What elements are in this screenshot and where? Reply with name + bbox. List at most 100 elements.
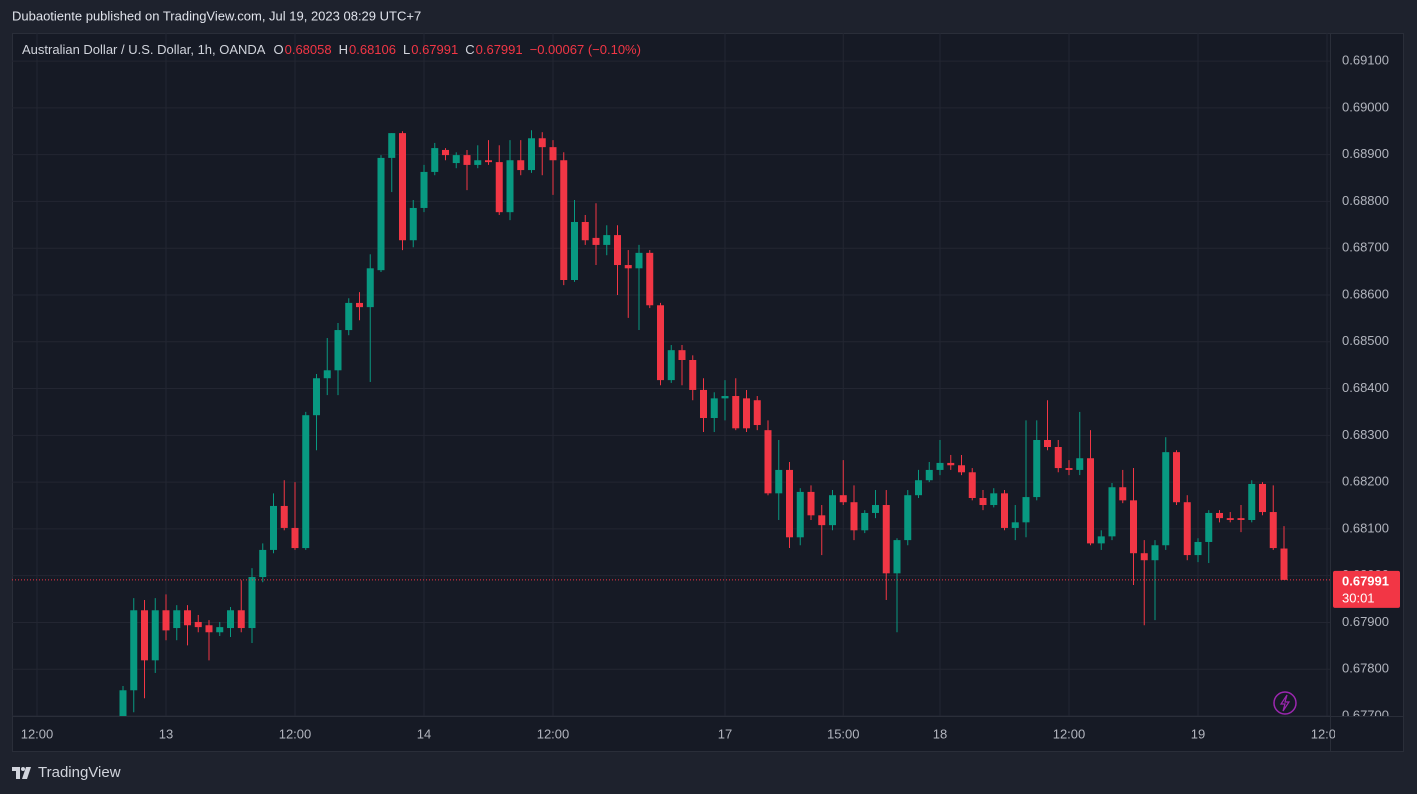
candle-body (925, 469, 933, 481)
x-tick-label: 13 (159, 726, 173, 741)
candle-body (1011, 522, 1019, 528)
candle-body (1280, 548, 1288, 580)
candle-body (689, 359, 697, 390)
legend-value: 0.68106 (349, 42, 396, 57)
y-tick-label: 0.68100 (1342, 520, 1389, 535)
candle-body (549, 147, 557, 161)
price-axis: 0.677000.678000.679000.680000.681000.682… (1342, 53, 1389, 716)
candle-body (732, 396, 740, 429)
legend-value: 0.68058 (285, 42, 332, 57)
candle-body (452, 155, 460, 164)
x-tick-label: 14 (417, 726, 431, 741)
candle-body (538, 138, 546, 148)
candle-body (603, 235, 611, 245)
candle-body (990, 493, 998, 506)
candle-body (141, 610, 148, 661)
candle-body (313, 378, 320, 416)
candle-body (356, 302, 363, 308)
candle-body (657, 305, 664, 381)
candle-body (270, 505, 277, 550)
x-tick-label: 17 (718, 726, 732, 741)
candle-body (528, 138, 535, 171)
candle-body (646, 252, 654, 306)
candle-body (1130, 500, 1137, 554)
candle-body (893, 540, 901, 574)
candle-body (786, 469, 793, 538)
alert-circle[interactable] (1273, 691, 1297, 715)
candle-body (979, 498, 987, 506)
alert-icon[interactable] (1273, 691, 1297, 715)
y-tick-label: 0.67800 (1342, 661, 1389, 676)
candle-body (485, 160, 492, 163)
candle-body (291, 527, 299, 549)
logo-v[interactable] (22, 767, 31, 779)
candle-body (861, 512, 869, 531)
candle-body (1140, 553, 1148, 561)
candle-body (442, 149, 449, 156)
candle-body (334, 330, 342, 371)
candle-body (796, 491, 804, 538)
candle-body (1216, 512, 1223, 519)
y-tick-label: 0.68800 (1342, 193, 1389, 208)
y-tick-label: 0.69100 (1342, 53, 1389, 68)
candle-body (280, 505, 288, 528)
candle-body (1097, 536, 1105, 544)
candle-body (1226, 518, 1234, 520)
candle-body (1108, 487, 1116, 537)
alert-bolt[interactable] (1279, 694, 1291, 712)
x-tick-label: 19 (1191, 726, 1205, 741)
legend-value: 0.67991 (411, 42, 458, 57)
y-tick-label: 0.68300 (1342, 427, 1389, 442)
candle-body (184, 610, 191, 626)
candle-body (1259, 483, 1266, 513)
x-tick-label: 12:00 (279, 726, 312, 741)
candle-body (968, 472, 976, 499)
candle-body (829, 495, 836, 526)
candle-body (463, 155, 471, 165)
candle-body (388, 133, 396, 158)
chart-legend: Australian Dollar / U.S. Dollar, 1h, OAN… (22, 42, 641, 57)
logo-t[interactable] (12, 767, 20, 779)
y-tick-label: 0.69000 (1342, 99, 1389, 114)
y-tick-label: 0.68700 (1342, 240, 1389, 255)
y-tick-label: 0.67900 (1342, 614, 1389, 629)
candle-body (377, 157, 385, 271)
candle-body (571, 221, 578, 281)
countdown-label: 30:01 (1342, 590, 1375, 605)
candle-body (807, 491, 815, 516)
candle-body (420, 171, 428, 208)
published-note: Dubaotiente published on TradingView.com… (12, 8, 421, 23)
candle-body (915, 480, 922, 496)
candle-body (850, 502, 858, 531)
candle-body (764, 430, 772, 494)
brand-name[interactable]: TradingView (38, 764, 121, 781)
candle-body (753, 400, 761, 426)
time-axis: 12:00 13 12:00 14 12:00 17 15:00 18 12:00 19 12:00 (21, 726, 1335, 741)
candle-body (366, 268, 374, 308)
candle-body (1022, 497, 1030, 523)
candle-body (495, 162, 503, 213)
x-tick-label: 15:00 (827, 726, 860, 741)
candle-body (194, 621, 202, 628)
candle-body (130, 610, 138, 691)
candle-body (345, 302, 353, 331)
y-tick-label: 0.68500 (1342, 333, 1389, 348)
candle-body (635, 252, 643, 269)
candle-body (581, 221, 589, 241)
candle-body (1044, 439, 1051, 448)
candle-body (904, 495, 912, 541)
candle-body (947, 462, 955, 466)
candle-body (431, 148, 439, 172)
candle-body (205, 625, 213, 633)
logo-dot[interactable] (21, 767, 25, 771)
candle-body (1162, 452, 1170, 546)
candle-body (409, 207, 417, 241)
legend-key: O (273, 42, 283, 57)
candle-body (1119, 487, 1127, 501)
candle-body (506, 160, 514, 213)
brand-logo[interactable]: TradingView (12, 764, 121, 781)
y-tick-label: 0.68900 (1342, 146, 1389, 161)
candle-body (1076, 458, 1084, 470)
candle-body (1151, 545, 1159, 561)
